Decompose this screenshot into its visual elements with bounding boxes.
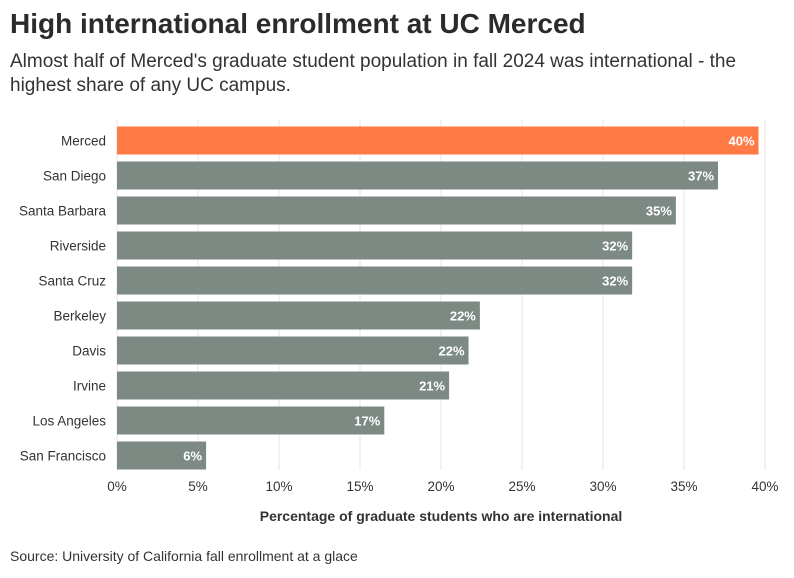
bar [117, 371, 450, 400]
data-label: 35% [646, 204, 672, 219]
bar [117, 231, 633, 260]
bar-row: Irvine 21% [73, 371, 450, 400]
x-tick-label: 5% [188, 479, 208, 494]
x-tick-label: 30% [589, 479, 616, 494]
bar [117, 266, 633, 295]
bar-row: Los Angeles 17% [32, 406, 385, 435]
x-tick-label: 25% [508, 479, 535, 494]
data-label: 32% [602, 274, 628, 289]
x-tick-label: 35% [670, 479, 697, 494]
bar [117, 301, 480, 330]
bar-row: Riverside 32% [50, 231, 633, 260]
category-label: Berkeley [53, 309, 106, 324]
bar [117, 336, 469, 365]
bar [117, 196, 676, 225]
bar [117, 441, 207, 470]
category-label: Santa Barbara [19, 204, 107, 219]
bar-row: San Diego 37% [43, 161, 719, 190]
category-label: Irvine [73, 379, 106, 394]
category-label: San Francisco [20, 449, 106, 464]
x-axis-ticks: 0% 5% 10% 15% 20% 25% 30% 35% 40% [107, 479, 778, 494]
chart-title: High international enrollment at UC Merc… [10, 8, 586, 39]
bar [117, 126, 759, 155]
data-label: 6% [183, 449, 202, 464]
category-label: Merced [61, 134, 106, 149]
bar-row: Santa Cruz 32% [38, 266, 633, 295]
data-label: 22% [439, 344, 465, 359]
source-note: Source: University of California fall en… [10, 548, 358, 564]
x-tick-label: 10% [265, 479, 292, 494]
data-label: 22% [450, 309, 476, 324]
bars: Merced 40% San Diego 37% Santa Barbara 35% Riv… [19, 126, 759, 470]
x-tick-label: 0% [107, 479, 127, 494]
category-label: San Diego [43, 169, 106, 184]
data-label: 37% [688, 169, 714, 184]
bar-row: San Francisco 6% [20, 441, 207, 470]
x-tick-label: 20% [427, 479, 454, 494]
x-tick-label: 40% [751, 479, 778, 494]
data-label: 32% [602, 239, 628, 254]
bar-row: Santa Barbara 35% [19, 196, 676, 225]
x-axis-label: Percentage of graduate students who are … [260, 508, 623, 524]
x-tick-label: 15% [346, 479, 373, 494]
data-label: 17% [354, 414, 380, 429]
bar-row: Merced 40% [61, 126, 759, 155]
data-label: 21% [419, 379, 445, 394]
bar-row: Davis 22% [72, 336, 469, 365]
chart-subtitle: Almost half of Merced's graduate student… [10, 51, 737, 96]
bar-row: Berkeley 22% [53, 301, 480, 330]
data-label: 40% [728, 134, 754, 149]
bar [117, 406, 385, 435]
category-label: Davis [72, 344, 106, 359]
category-label: Riverside [50, 239, 106, 254]
category-label: Santa Cruz [38, 274, 106, 289]
category-label: Los Angeles [32, 414, 106, 429]
bar [117, 161, 719, 190]
